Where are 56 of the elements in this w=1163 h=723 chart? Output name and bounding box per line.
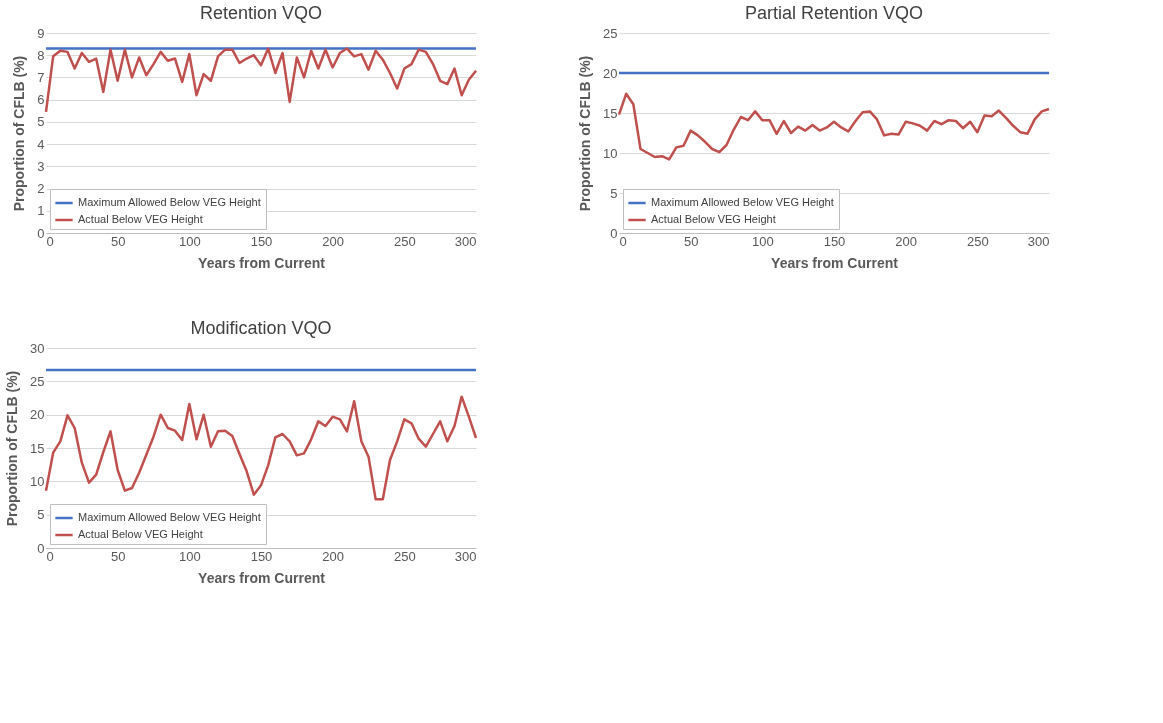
x-tick-label: 100 — [178, 233, 201, 249]
x-tick-label: 250 — [393, 233, 416, 249]
y-tick-label: 6 — [37, 92, 45, 108]
y-tick-label: 25 — [603, 25, 618, 41]
legend-label: Maximum Allowed Below VEG Height — [651, 196, 834, 208]
x-tick-label: 50 — [110, 548, 126, 564]
x-tick-label: 200 — [322, 233, 345, 249]
x-tick-label: 300 — [454, 548, 477, 564]
x-tick-label: 100 — [751, 233, 774, 249]
x-axis-title: Years from Current — [198, 254, 326, 271]
legend-label: Actual Below VEG Height — [651, 213, 776, 225]
chart-title: Retention VQO — [199, 3, 323, 23]
y-tick-label: 4 — [37, 136, 45, 152]
y-tick-label: 2 — [37, 181, 45, 197]
y-tick-label: 15 — [603, 105, 618, 121]
y-tick-label: 15 — [30, 440, 45, 456]
y-tick-label: 20 — [30, 407, 45, 423]
legend-label: Actual Below VEG Height — [78, 213, 203, 225]
y-axis-title: Proportion of CFLB (%) — [11, 55, 28, 212]
y-tick-label: 3 — [37, 158, 45, 174]
x-axis-title: Years from Current — [198, 569, 326, 586]
y-tick-label: 7 — [37, 69, 45, 85]
line-series — [44, 47, 478, 114]
y-tick-label: 10 — [603, 145, 618, 161]
x-axis-title: Years from Current — [771, 254, 899, 271]
legend-label: Maximum Allowed Below VEG Height — [78, 196, 261, 208]
y-tick-label: 5 — [37, 507, 45, 523]
legend-label: Actual Below VEG Height — [78, 528, 203, 540]
legend-label: Maximum Allowed Below VEG Height — [78, 511, 261, 523]
y-tick-label: 9 — [37, 25, 45, 41]
x-tick-label: 300 — [454, 233, 477, 249]
x-tick-label: 150 — [250, 548, 273, 564]
y-axis-title: Proportion of CFLB (%) — [577, 55, 594, 212]
line-series — [617, 92, 1051, 161]
y-tick-label: 5 — [37, 114, 45, 130]
y-tick-label: 20 — [603, 65, 618, 81]
x-tick-label: 250 — [393, 548, 416, 564]
y-tick-label: 5 — [610, 185, 618, 201]
x-tick-label: 250 — [966, 233, 989, 249]
y-tick-label: 30 — [30, 340, 45, 356]
chart-title: Partial Retention VQO — [744, 3, 924, 23]
y-tick-label: 10 — [30, 473, 45, 489]
chart-title: Modification VQO — [190, 318, 332, 338]
line-series — [44, 395, 478, 501]
y-axis-title: Proportion of CFLB (%) — [4, 370, 21, 527]
x-tick-label: 50 — [110, 233, 126, 249]
y-tick-label: 8 — [37, 47, 45, 63]
x-tick-label: 150 — [823, 233, 846, 249]
x-tick-label: 100 — [178, 548, 201, 564]
x-tick-label: 200 — [895, 233, 918, 249]
x-tick-label: 150 — [250, 233, 273, 249]
x-tick-label: 300 — [1027, 233, 1050, 249]
x-tick-label: 50 — [683, 233, 699, 249]
y-tick-label: 25 — [30, 373, 45, 389]
x-tick-label: 200 — [322, 548, 345, 564]
y-tick-label: 1 — [37, 203, 45, 219]
